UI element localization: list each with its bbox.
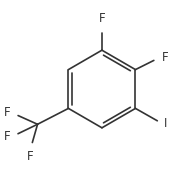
Text: F: F <box>4 130 10 143</box>
Text: F: F <box>99 12 105 25</box>
Text: F: F <box>27 150 34 163</box>
Text: I: I <box>164 117 167 130</box>
Text: F: F <box>4 106 10 119</box>
Text: F: F <box>162 51 169 64</box>
